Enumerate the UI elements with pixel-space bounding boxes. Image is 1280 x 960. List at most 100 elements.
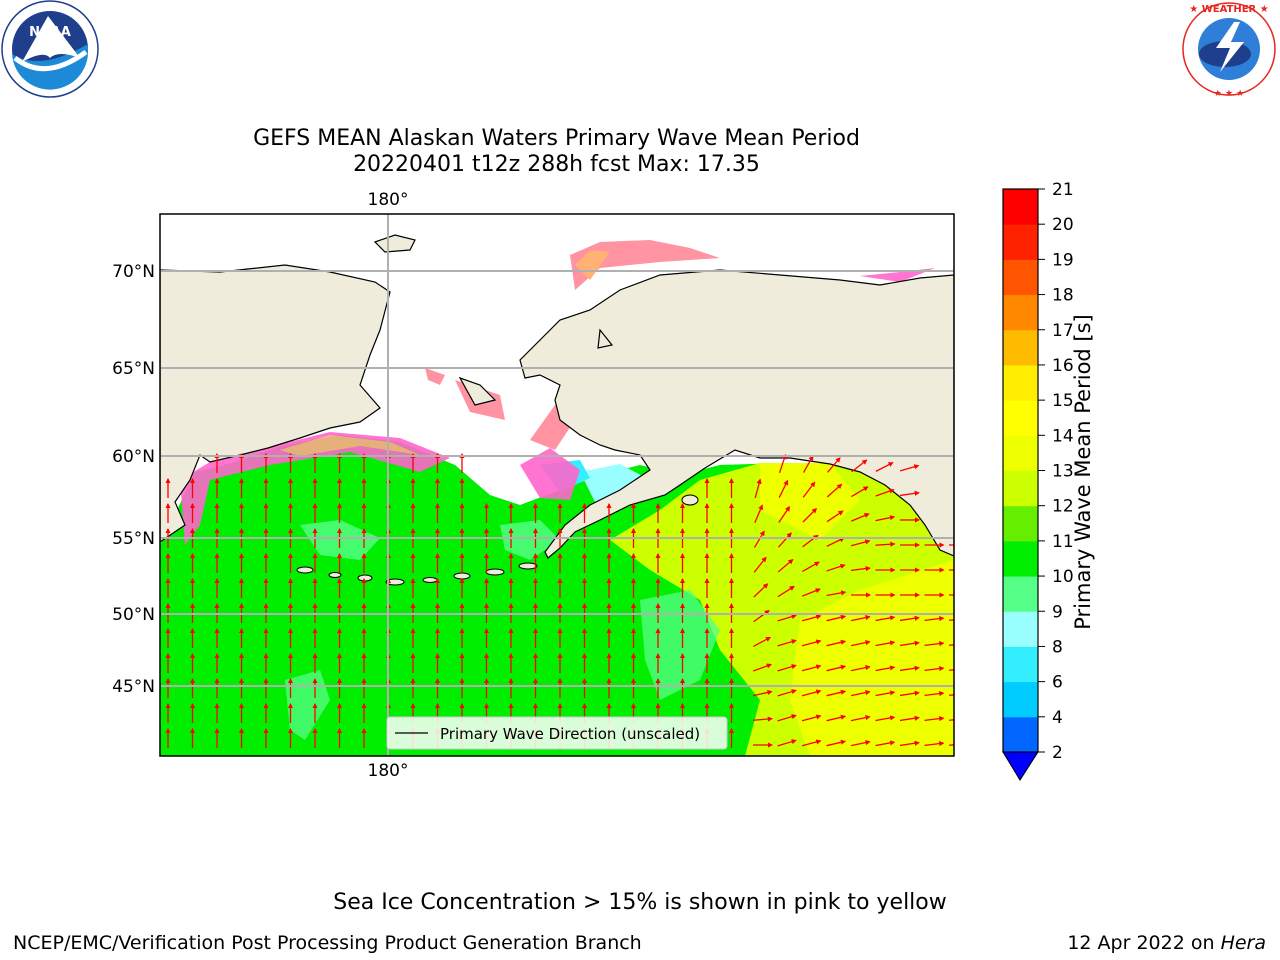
wave-arrow	[777, 558, 794, 573]
wave-arrow	[850, 615, 871, 622]
wave-arrow	[777, 614, 797, 622]
wave-arrow	[778, 505, 791, 523]
wave-arrow	[924, 666, 945, 672]
colorbar-tick-label: 19	[1052, 250, 1074, 270]
lon-label-top: 180°	[368, 190, 409, 210]
lat-label: 60°N	[112, 447, 155, 467]
wave-arrow	[899, 690, 920, 697]
colorbar-tick-label: 6	[1052, 673, 1063, 693]
wave-arrow	[801, 614, 822, 622]
wave-arrow	[778, 453, 787, 474]
nws-logo: ★ WEATHER ★ ★ ★ ★	[1182, 2, 1276, 99]
wave-arrow	[899, 490, 920, 497]
wave-arrow	[875, 690, 896, 697]
wave-arrow	[899, 640, 920, 647]
colorbar-tick-label: 4	[1052, 708, 1063, 728]
wave-arrow	[777, 639, 797, 647]
colorbar-band	[1003, 576, 1038, 612]
wave-arrow	[801, 639, 822, 647]
wave-arrow	[752, 716, 773, 722]
map-frame	[159, 213, 955, 757]
wave-arrow	[826, 664, 847, 672]
colorbar-band	[1003, 435, 1038, 471]
colorbar-tick-label: 11	[1052, 532, 1074, 552]
wave-arrow	[754, 504, 764, 524]
wave-arrow	[948, 694, 954, 696]
wave-arrow	[850, 665, 871, 672]
wave-arrow	[875, 640, 896, 647]
ice-note: Sea Ice Concentration > 15% is shown in …	[333, 890, 947, 915]
noaa-logo-text: NOAA	[29, 25, 71, 40]
colorbar-band	[1003, 329, 1038, 366]
wave-arrow	[826, 614, 847, 622]
wave-arrow	[875, 488, 895, 497]
colorbar-tick-label: 14	[1052, 426, 1074, 446]
chart-subtitle: 20220401 t12z 288h fcst Max: 17.35	[353, 152, 760, 177]
wave-arrow	[826, 714, 847, 722]
map-gridlines	[160, 214, 954, 756]
colorbar-band	[1003, 540, 1038, 577]
wave-arrow	[802, 507, 818, 523]
wave-arrow	[850, 640, 871, 647]
wave-arrow	[753, 610, 770, 623]
wave-arrow	[826, 510, 844, 523]
wave-arrow	[850, 565, 871, 572]
wave-arrow	[801, 689, 822, 697]
wave-arrow	[777, 739, 797, 747]
wave-arrow	[754, 478, 762, 499]
wave-arrow	[826, 483, 843, 498]
colorbar-band	[1003, 611, 1038, 647]
colorbar-band	[1003, 400, 1038, 436]
wave-arrow	[875, 462, 894, 472]
wave-arrow	[778, 479, 789, 498]
colorbar-tick-label: 21	[1052, 180, 1074, 200]
wave-arrow	[826, 639, 847, 647]
colorbar-band	[1003, 259, 1038, 296]
wave-arrow	[850, 539, 871, 547]
svg-text:★ ★ ★: ★ ★ ★	[1214, 89, 1244, 99]
wave-arrow	[899, 665, 920, 672]
wave-arrow	[924, 741, 945, 747]
wave-arrow	[753, 636, 772, 647]
wave-arrow	[777, 664, 797, 672]
colorbar-band	[1003, 646, 1038, 683]
wave-arrow	[826, 537, 845, 547]
wave-arrow	[777, 689, 797, 697]
wave-arrow	[948, 619, 954, 621]
colorbar-band	[1003, 224, 1038, 260]
wave-arrow	[777, 585, 795, 598]
wave-arrow	[802, 561, 820, 573]
wave-arrow	[851, 459, 868, 473]
wave-arrow	[899, 464, 920, 472]
wave-arrow	[753, 583, 769, 598]
wave-arrow	[875, 715, 896, 722]
wave-arrow	[778, 532, 792, 548]
wave-arrow	[924, 716, 945, 722]
noaa-logo: NOAA	[1, 0, 99, 98]
colorbar-tick-label: 17	[1052, 321, 1074, 341]
wave-arrow	[899, 615, 920, 622]
lat-label: 65°N	[112, 359, 155, 379]
colorbar-band	[1003, 716, 1038, 753]
chart-title: GEFS MEAN Alaskan Waters Primary Wave Me…	[253, 126, 860, 151]
colorbar-tick-label: 18	[1052, 286, 1074, 306]
lat-label: 50°N	[112, 605, 155, 625]
wave-arrow	[777, 714, 797, 722]
wave-arrow	[899, 740, 920, 747]
colorbar-tick-label: 15	[1052, 391, 1074, 411]
wave-arrow	[752, 689, 773, 697]
wave-arrow	[924, 691, 945, 697]
wave-arrow	[826, 689, 847, 697]
colorbar-band	[1003, 470, 1038, 507]
wave-arrow	[753, 556, 767, 573]
lat-label: 55°N	[112, 529, 155, 549]
wave-arrow	[850, 740, 871, 747]
map-legend: Primary Wave Direction (unscaled)	[386, 716, 728, 750]
svg-text:★ WEATHER ★: ★ WEATHER ★	[1189, 4, 1268, 15]
colorbar-band	[1003, 681, 1038, 718]
wave-arrow	[948, 719, 954, 721]
colorbar-band	[1003, 505, 1038, 542]
wave-arrow	[851, 486, 869, 498]
lon-label-bottom: 180°	[368, 761, 409, 781]
wave-arrow	[850, 513, 870, 522]
